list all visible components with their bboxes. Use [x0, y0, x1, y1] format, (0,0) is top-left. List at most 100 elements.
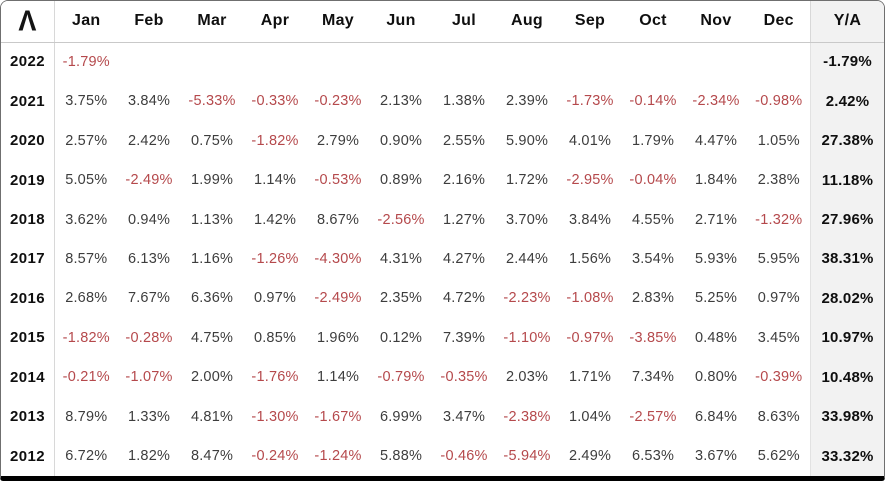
monthly-return-cell: 6.36%: [180, 278, 244, 319]
monthly-return-cell: 1.42%: [243, 199, 307, 240]
monthly-return-cell: -4.30%: [306, 239, 370, 279]
monthly-return-cell: 1.79%: [621, 120, 685, 161]
monthly-return-cell: -5.94%: [495, 436, 559, 476]
monthly-return-cell: [558, 42, 622, 82]
monthly-return-cell: -2.49%: [117, 160, 181, 200]
monthly-return-cell: 1.16%: [180, 239, 244, 279]
monthly-return-cell: -0.21%: [54, 357, 118, 398]
column-header-nov: Nov: [684, 1, 748, 43]
monthly-return-cell: 7.34%: [621, 357, 685, 398]
monthly-return-cell: 1.71%: [558, 357, 622, 398]
monthly-return-cell: 1.72%: [495, 160, 559, 200]
monthly-return-cell: -1.30%: [243, 397, 307, 437]
monthly-return-cell: 2.03%: [495, 357, 559, 398]
monthly-return-cell: 1.05%: [747, 120, 811, 161]
monthly-return-cell: 6.53%: [621, 436, 685, 476]
monthly-return-cell: -1.24%: [306, 436, 370, 476]
monthly-return-cell: 1.38%: [432, 81, 496, 121]
monthly-return-cell: -2.23%: [495, 278, 559, 319]
monthly-return-cell: -0.04%: [621, 160, 685, 200]
monthly-return-cell: 2.16%: [432, 160, 496, 200]
monthly-return-cell: 1.14%: [243, 160, 307, 200]
monthly-return-cell: -0.98%: [747, 81, 811, 121]
monthly-return-cell: -3.85%: [621, 318, 685, 358]
monthly-return-cell: [180, 42, 244, 82]
year-row-2014: 2014 -0.21% -1.07% 2.00% -1.76% 1.14% -0.79% -0…: [1, 357, 884, 398]
monthly-return-cell: -0.35%: [432, 357, 496, 398]
monthly-return-cell: -1.73%: [558, 81, 622, 121]
monthly-return-cell: -1.26%: [243, 239, 307, 279]
year-row-2015: 2015 -1.82% -0.28% 4.75% 0.85% 1.96% 0.12% 7.39…: [1, 318, 884, 358]
monthly-return-cell: 1.04%: [558, 397, 622, 437]
year-label: 2013: [1, 397, 55, 437]
monthly-return-cell: 5.95%: [747, 239, 811, 279]
monthly-return-cell: -1.82%: [243, 120, 307, 161]
monthly-return-cell: 0.48%: [684, 318, 748, 358]
monthly-return-cell: -0.23%: [306, 81, 370, 121]
year-label: 2022: [1, 42, 55, 82]
monthly-return-cell: 1.14%: [306, 357, 370, 398]
yearly-return-cell: -1.79%: [810, 42, 884, 82]
monthly-return-cell: -1.08%: [558, 278, 622, 319]
year-row-2018: 2018 3.62% 0.94% 1.13% 1.42% 8.67% -2.56% 1.27%…: [1, 199, 884, 240]
yearly-return-cell: 2.42%: [810, 81, 884, 121]
year-label: 2020: [1, 120, 55, 161]
yearly-return-cell: 33.98%: [810, 397, 884, 437]
monthly-return-cell: -1.10%: [495, 318, 559, 358]
logo-cell: Λ: [1, 1, 55, 43]
monthly-return-cell: [369, 42, 433, 82]
monthly-return-cell: 5.62%: [747, 436, 811, 476]
monthly-return-cell: 4.81%: [180, 397, 244, 437]
year-label: 2018: [1, 199, 55, 240]
monthly-return-cell: 1.56%: [558, 239, 622, 279]
column-header-jan: Jan: [54, 1, 118, 43]
monthly-return-cell: 3.75%: [54, 81, 118, 121]
monthly-return-cell: -0.79%: [369, 357, 433, 398]
monthly-return-cell: -0.28%: [117, 318, 181, 358]
monthly-return-cell: 2.79%: [306, 120, 370, 161]
year-row-2020: 2020 2.57% 2.42% 0.75% -1.82% 2.79% 0.90% 2.55%…: [1, 120, 884, 161]
monthly-return-cell: [306, 42, 370, 82]
monthly-return-cell: 8.67%: [306, 199, 370, 240]
monthly-return-cell: -2.95%: [558, 160, 622, 200]
monthly-return-cell: 0.90%: [369, 120, 433, 161]
monthly-return-cell: -2.38%: [495, 397, 559, 437]
monthly-return-cell: 4.01%: [558, 120, 622, 161]
monthly-return-cell: -0.39%: [747, 357, 811, 398]
monthly-return-cell: -0.33%: [243, 81, 307, 121]
monthly-return-cell: 6.13%: [117, 239, 181, 279]
monthly-return-cell: 5.90%: [495, 120, 559, 161]
monthly-return-cell: 7.67%: [117, 278, 181, 319]
year-label: 2014: [1, 357, 55, 398]
monthly-return-cell: 4.75%: [180, 318, 244, 358]
monthly-return-cell: 1.84%: [684, 160, 748, 200]
yearly-return-cell: 28.02%: [810, 278, 884, 319]
monthly-return-cell: [495, 42, 559, 82]
monthly-return-cell: -2.57%: [621, 397, 685, 437]
yearly-return-cell: 27.96%: [810, 199, 884, 240]
monthly-return-cell: 5.25%: [684, 278, 748, 319]
monthly-return-cell: -0.24%: [243, 436, 307, 476]
year-label: 2017: [1, 239, 55, 279]
monthly-return-cell: 2.13%: [369, 81, 433, 121]
year-row-2019: 2019 5.05% -2.49% 1.99% 1.14% -0.53% 0.89% 2.16…: [1, 160, 884, 200]
column-header-oct: Oct: [621, 1, 685, 43]
monthly-return-cell: 1.13%: [180, 199, 244, 240]
monthly-return-cell: [243, 42, 307, 82]
monthly-return-cell: 1.99%: [180, 160, 244, 200]
monthly-return-cell: [621, 42, 685, 82]
monthly-return-cell: 2.35%: [369, 278, 433, 319]
monthly-return-cell: 1.96%: [306, 318, 370, 358]
monthly-return-cell: 0.97%: [747, 278, 811, 319]
year-label: 2015: [1, 318, 55, 358]
monthly-return-cell: 3.62%: [54, 199, 118, 240]
column-header-mar: Mar: [180, 1, 244, 43]
monthly-return-cell: 0.94%: [117, 199, 181, 240]
monthly-return-cell: 2.44%: [495, 239, 559, 279]
monthly-return-cell: 2.68%: [54, 278, 118, 319]
monthly-return-cell: -0.46%: [432, 436, 496, 476]
monthly-return-cell: 2.55%: [432, 120, 496, 161]
yearly-return-cell: 10.48%: [810, 357, 884, 398]
column-header-may: May: [306, 1, 370, 43]
monthly-return-cell: [747, 42, 811, 82]
